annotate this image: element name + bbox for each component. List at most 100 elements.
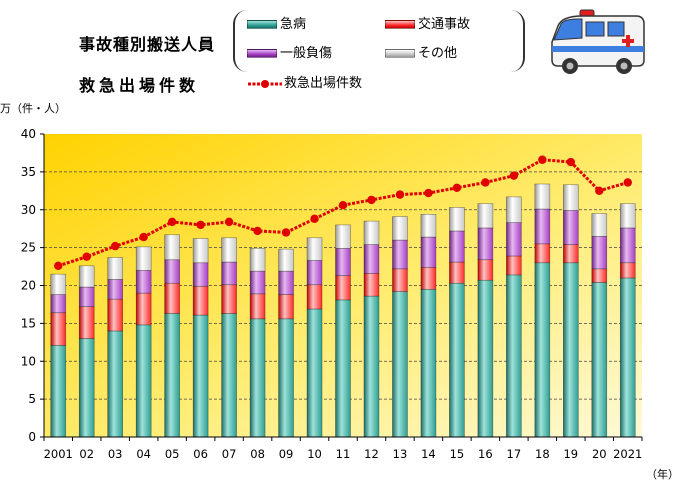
- x-tick-label: 2021: [613, 447, 642, 461]
- bar-traffic: [506, 255, 522, 276]
- bar-traffic: [619, 262, 636, 279]
- bar-general-injury: [78, 286, 95, 308]
- y-tick-label: 10: [21, 354, 36, 368]
- x-tick-label: 07: [222, 447, 237, 461]
- x-tick-label: 14: [421, 447, 436, 461]
- x-tick-label: 05: [165, 447, 180, 461]
- x-tick-label: 16: [478, 447, 493, 461]
- bar-general-injury: [192, 262, 209, 287]
- x-tick-label: 19: [563, 447, 578, 461]
- bar-other: [619, 203, 636, 229]
- bar-other: [392, 216, 408, 241]
- x-tick-label: 09: [279, 447, 294, 461]
- legend: 急病 交通事故 一般負傷 その他: [233, 10, 525, 72]
- bar-general-injury: [591, 235, 608, 270]
- bar-traffic: [192, 285, 209, 316]
- bar-general-injury: [306, 260, 323, 286]
- bar-general-injury: [249, 270, 266, 295]
- bar-other: [249, 248, 266, 272]
- bar-traffic: [278, 294, 294, 320]
- x-tick-label: 03: [108, 447, 123, 461]
- bar-other: [563, 184, 579, 211]
- bar-general-injury: [363, 244, 380, 274]
- x-tick-label: 2001: [44, 447, 73, 461]
- bar-acute-illness: [591, 282, 608, 438]
- bar-acute-illness: [164, 313, 180, 438]
- bar-other: [449, 207, 465, 232]
- ambulance-icon: [551, 9, 645, 74]
- bar-acute-illness: [534, 262, 551, 438]
- bar-general-injury: [107, 279, 123, 300]
- y-tick-label: 15: [21, 316, 36, 330]
- bar-acute-illness: [392, 291, 408, 438]
- bar-traffic: [335, 275, 351, 301]
- legend-label-acute-illness: 急病: [280, 17, 307, 32]
- legend-label-other: その他: [418, 46, 458, 61]
- bar-acute-illness: [506, 274, 522, 438]
- legend-swatch-general-injury: [247, 49, 277, 58]
- legend-label-general-injury: 一般負傷: [280, 46, 333, 61]
- dispatches-point: [595, 186, 604, 196]
- chart-title-dispatches: 救急出場件数: [79, 76, 200, 95]
- dispatches-point: [424, 188, 433, 198]
- bar-general-injury: [506, 222, 522, 257]
- bar-acute-illness: [249, 318, 266, 438]
- dispatches-point: [139, 232, 148, 242]
- dispatches-point: [54, 261, 63, 271]
- dispatches-point: [481, 178, 490, 187]
- y-tick-label: 35: [21, 165, 36, 179]
- y-tick-label: 40: [21, 127, 36, 141]
- y-tick-label: 25: [21, 241, 36, 255]
- bar-general-injury: [619, 227, 636, 264]
- bar-other: [50, 273, 67, 295]
- bar-traffic: [50, 312, 67, 346]
- dispatches-point: [310, 214, 319, 224]
- dispatches-point: [281, 228, 291, 237]
- x-tick-label: 20: [592, 447, 607, 461]
- bar-other: [278, 248, 294, 272]
- bar-acute-illness: [420, 288, 437, 438]
- chart-title-transport: 事故種別搬送人員: [79, 35, 216, 54]
- legend-swatch-other: [385, 49, 415, 58]
- y-axis-label: 万（件・人）: [0, 102, 66, 115]
- bar-other: [164, 234, 180, 261]
- bar-acute-illness: [135, 324, 152, 438]
- dispatches-point: [623, 178, 632, 187]
- bar-traffic: [363, 273, 380, 297]
- bar-general-injury: [392, 239, 408, 270]
- x-tick-label: 10: [307, 447, 322, 461]
- x-tick-label: 18: [535, 447, 550, 461]
- bar-acute-illness: [477, 279, 494, 438]
- bar-other: [192, 238, 209, 264]
- bar-traffic: [563, 244, 579, 264]
- x-tick-label: 04: [136, 447, 151, 461]
- legend-swatch-acute-illness: [247, 20, 277, 29]
- bar-acute-illness: [50, 345, 67, 438]
- bar-other: [107, 257, 123, 280]
- x-tick-label: 06: [193, 447, 208, 461]
- legend-swatch-traffic: [385, 20, 415, 29]
- bar-other: [534, 183, 551, 210]
- bar-traffic: [534, 243, 551, 264]
- bar-traffic: [477, 259, 494, 281]
- bar-general-injury: [449, 230, 465, 263]
- x-tick-label: 15: [450, 447, 465, 461]
- bar-other: [363, 220, 380, 245]
- bar-traffic: [249, 293, 266, 320]
- bar-acute-illness: [278, 318, 294, 438]
- bar-acute-illness: [363, 295, 380, 438]
- bar-acute-illness: [335, 299, 351, 438]
- bar-other: [221, 237, 237, 263]
- bar-acute-illness: [192, 314, 209, 438]
- y-tick-label: 0: [28, 430, 36, 444]
- bar-traffic: [221, 284, 237, 314]
- x-tick-label: 12: [364, 447, 379, 461]
- bar-traffic: [107, 298, 123, 332]
- bar-other: [78, 265, 95, 288]
- bar-general-injury: [135, 270, 152, 294]
- bar-traffic: [449, 261, 465, 284]
- bar-acute-illness: [619, 277, 636, 438]
- bar-traffic: [392, 268, 408, 292]
- legend-item-dispatches: 救急出場件数: [248, 72, 362, 91]
- bar-acute-illness: [306, 308, 323, 438]
